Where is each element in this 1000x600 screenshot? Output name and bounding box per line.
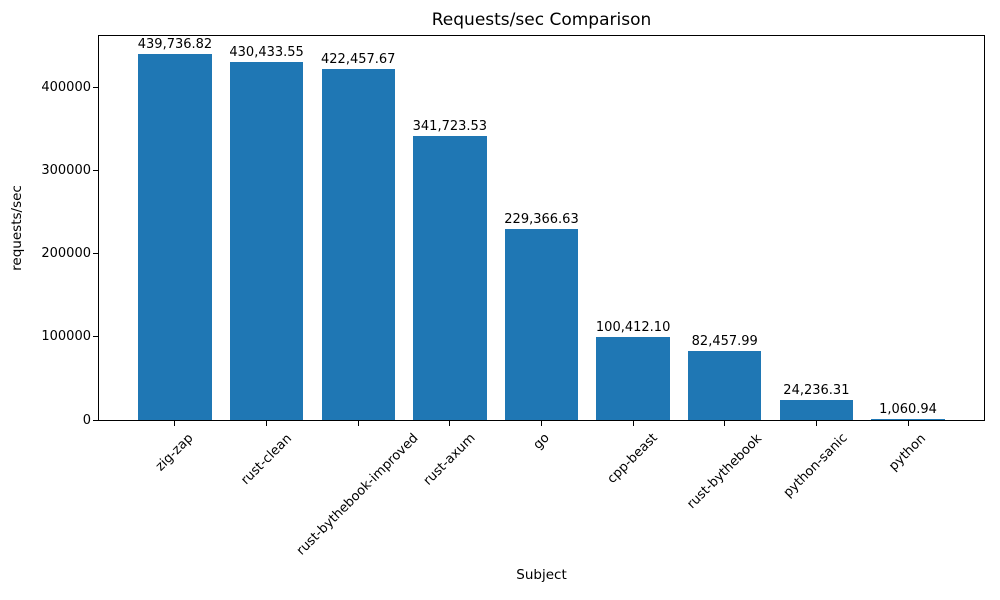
bar-value-label: 100,412.10 — [595, 319, 671, 335]
x-tick-mark — [541, 421, 542, 426]
bar-value-label: 82,457.99 — [691, 334, 758, 350]
x-tick-label: rust-bythebook — [684, 430, 765, 512]
x-tick-mark — [266, 421, 268, 426]
x-tick-label: python-sanic — [781, 431, 852, 501]
bar-value-label: 24,236.31 — [783, 382, 850, 398]
y-tick-mark — [93, 253, 98, 255]
x-tick-label: go — [530, 430, 553, 453]
y-tick-mark — [93, 419, 98, 421]
x-tick-mark — [174, 421, 176, 426]
plot-area: 439,736.82 430,433.55 422,457.67 341,723.53… — [98, 35, 985, 421]
bar — [504, 229, 579, 420]
bar — [779, 399, 854, 420]
y-tick-label: 0 — [82, 412, 91, 428]
bar-value-label: 229,366.63 — [504, 212, 579, 228]
bar — [229, 62, 304, 420]
x-tick-label: rust-clean — [237, 430, 295, 488]
bar — [138, 54, 212, 420]
bar — [321, 68, 395, 420]
bar-value-label: 422,457.67 — [321, 51, 396, 67]
chart-title: Requests/sec Comparison — [431, 10, 652, 30]
x-tick-mark — [632, 421, 634, 426]
y-tick-label: 300000 — [41, 163, 91, 178]
bar-value-label: 341,723.53 — [412, 118, 488, 134]
x-tick-mark — [907, 421, 909, 426]
y-tick-mark — [93, 336, 98, 338]
bar-value-label: 1,060.94 — [879, 402, 937, 417]
bar-value-label: 439,736.82 — [137, 37, 213, 53]
bar — [688, 351, 762, 420]
x-tick-label: rust-axum — [420, 431, 479, 489]
y-tick-label: 400000 — [41, 79, 91, 95]
y-tick-mark — [93, 170, 98, 171]
bar-value-label: 430,433.55 — [229, 45, 304, 61]
bar — [871, 419, 945, 420]
x-tick-mark — [357, 421, 359, 426]
x-tick-mark — [449, 421, 451, 426]
x-tick-label: zig-zap — [152, 430, 197, 475]
x-tick-mark — [815, 421, 817, 426]
bar — [596, 336, 670, 420]
x-tick-label: python — [886, 430, 930, 474]
x-axis-label: Subject — [516, 567, 567, 583]
bar — [413, 135, 487, 420]
y-tick-mark — [93, 86, 98, 88]
x-tick-mark — [724, 421, 726, 426]
x-tick-label: rust-bythebook-improved — [294, 430, 422, 559]
x-tick-label: cpp-beast — [604, 430, 661, 487]
y-tick-label: 100000 — [41, 329, 91, 345]
y-tick-label: 200000 — [41, 246, 91, 262]
